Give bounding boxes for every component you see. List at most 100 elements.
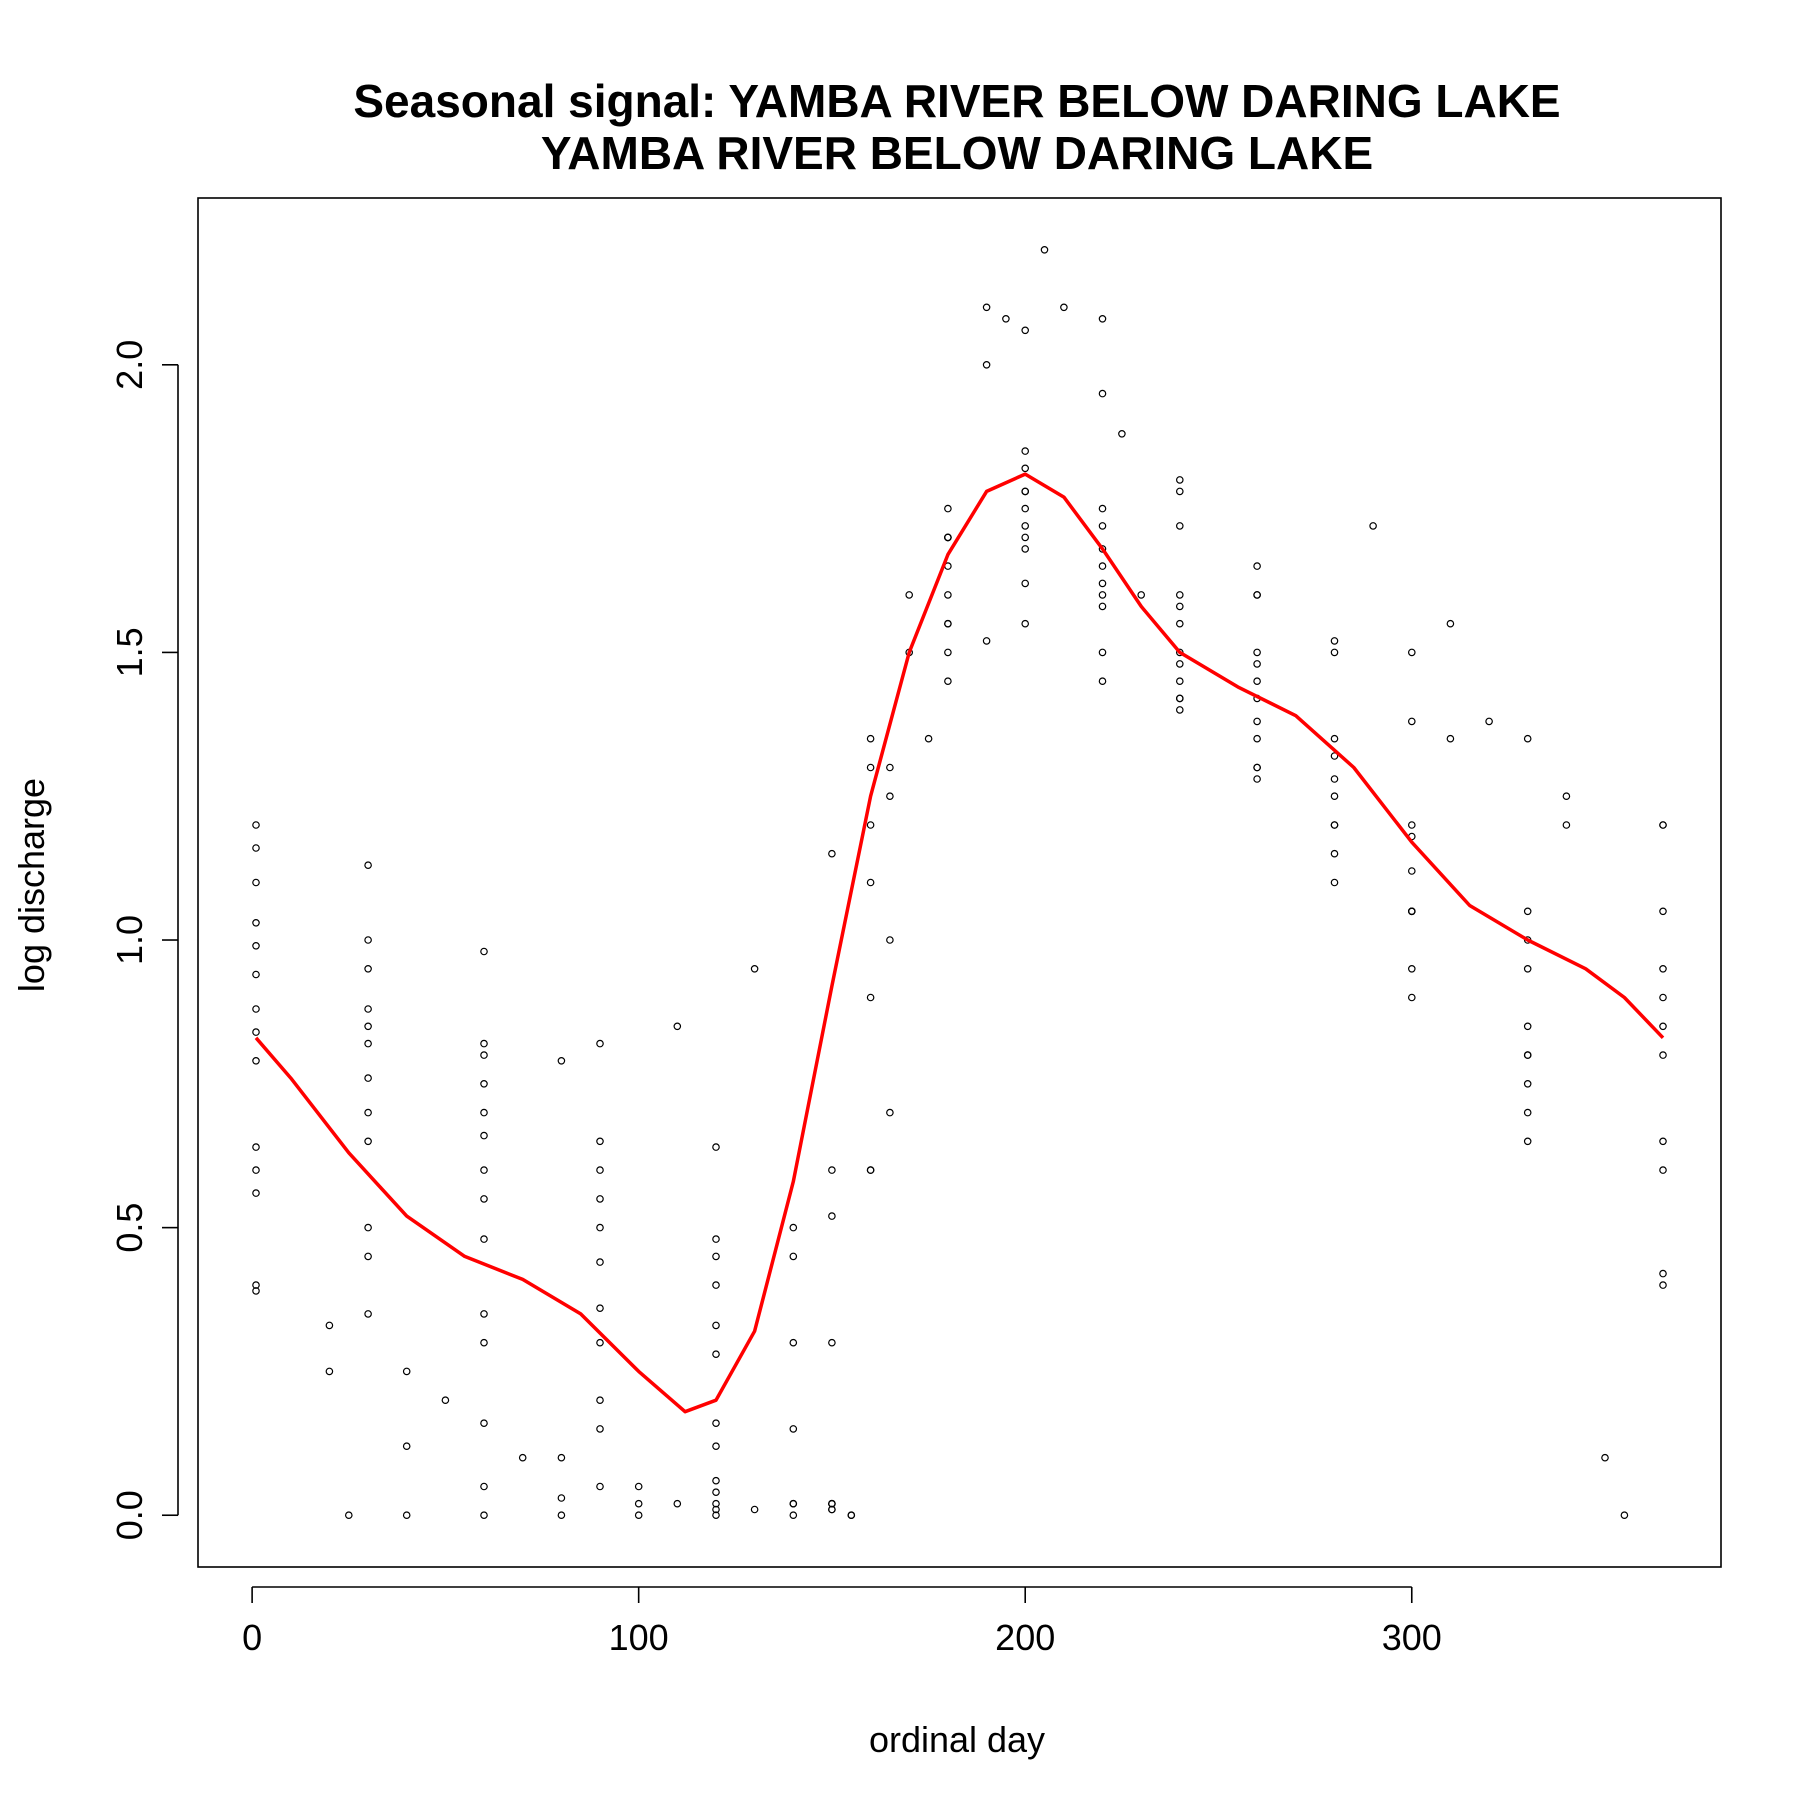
data-point (1369, 522, 1377, 530)
data-point (480, 947, 488, 956)
data-point (1021, 533, 1029, 542)
data-point (886, 1108, 894, 1117)
y-tick-label: 1.0 (109, 915, 150, 965)
data-point (789, 1511, 798, 1520)
data-point (1408, 867, 1416, 875)
x-tick-label: 100 (609, 1617, 669, 1658)
data-point (1137, 591, 1146, 599)
data-point (1176, 591, 1184, 599)
data-point (944, 591, 952, 599)
data-point (1021, 464, 1029, 473)
data-point (252, 918, 260, 927)
data-point (866, 878, 875, 887)
data-point (364, 1310, 372, 1318)
data-point (596, 1482, 604, 1491)
data-point (866, 1166, 875, 1174)
data-point (982, 360, 991, 369)
data-point (252, 1166, 260, 1174)
data-point (1253, 677, 1261, 686)
data-point (364, 936, 372, 944)
data-point (712, 1235, 720, 1243)
data-point (866, 763, 875, 772)
data-point (1253, 734, 1261, 743)
data-point (1408, 821, 1416, 829)
plot-frame (197, 197, 1722, 1568)
data-point (252, 1057, 260, 1065)
data-point (480, 1338, 488, 1347)
y-tick-label: 0.5 (109, 1203, 150, 1253)
data-point (712, 1321, 720, 1330)
data-point (944, 504, 952, 513)
data-point (1659, 1137, 1667, 1146)
data-point (924, 734, 933, 743)
data-point (712, 1476, 720, 1485)
data-point (364, 1108, 372, 1117)
data-point (252, 878, 260, 887)
data-point (1060, 303, 1068, 312)
data-point (982, 303, 991, 312)
data-point (789, 1499, 798, 1508)
data-point (364, 1022, 372, 1031)
data-point (1253, 763, 1261, 772)
data-point (364, 861, 372, 870)
data-point (1620, 1511, 1629, 1520)
data-point (325, 1367, 334, 1376)
data-point (712, 1350, 720, 1359)
data-point (402, 1367, 411, 1376)
data-point (1330, 821, 1339, 829)
data-point (252, 1287, 260, 1295)
data-point (1330, 752, 1339, 760)
data-point (480, 1039, 488, 1048)
data-point (1330, 792, 1339, 801)
data-point (1659, 1281, 1667, 1289)
data-point (712, 1143, 720, 1151)
data-point (1523, 734, 1532, 743)
point-series-9 (252, 533, 1667, 1508)
data-point (252, 1189, 260, 1197)
data-point (480, 1051, 488, 1059)
point-series-8 (252, 522, 1667, 1508)
data-point (1176, 677, 1184, 686)
data-point (518, 1453, 527, 1462)
data-point (886, 936, 894, 944)
data-point (364, 1252, 372, 1261)
data-point (252, 844, 260, 852)
data-point (1098, 677, 1107, 686)
data-point (712, 1499, 720, 1508)
x-tick-label: 200 (995, 1617, 1055, 1658)
data-point (480, 1310, 488, 1318)
data-point (1253, 591, 1261, 599)
data-point (480, 1482, 488, 1491)
data-point (1098, 648, 1107, 657)
data-point (1098, 545, 1107, 553)
point-series-4 (252, 447, 1667, 1261)
data-point (596, 1195, 604, 1203)
point-series-12 (252, 619, 1184, 1514)
data-point (886, 792, 894, 801)
data-point (1330, 734, 1339, 743)
data-point (1330, 637, 1339, 645)
data-point (1176, 476, 1184, 484)
data-point (712, 1281, 720, 1289)
data-point (712, 1505, 720, 1514)
data-point (712, 1488, 720, 1497)
data-point (1098, 504, 1107, 513)
data-point (1021, 504, 1029, 513)
data-point (828, 1212, 836, 1220)
data-point (480, 1511, 488, 1520)
point-series-1 (252, 303, 1667, 1220)
data-point (1408, 907, 1416, 916)
point-series-7 (252, 504, 1667, 1433)
data-point (866, 734, 875, 743)
data-point (1523, 1051, 1532, 1059)
data-point (480, 1195, 488, 1203)
data-point (1176, 660, 1184, 668)
data-point (828, 1166, 836, 1174)
data-point (789, 1425, 798, 1433)
data-point (480, 1080, 488, 1088)
data-point (364, 1005, 372, 1013)
data-point (866, 993, 875, 1002)
data-point (712, 1511, 720, 1520)
y-tick-label: 0.0 (109, 1490, 150, 1540)
data-point (1098, 522, 1107, 530)
